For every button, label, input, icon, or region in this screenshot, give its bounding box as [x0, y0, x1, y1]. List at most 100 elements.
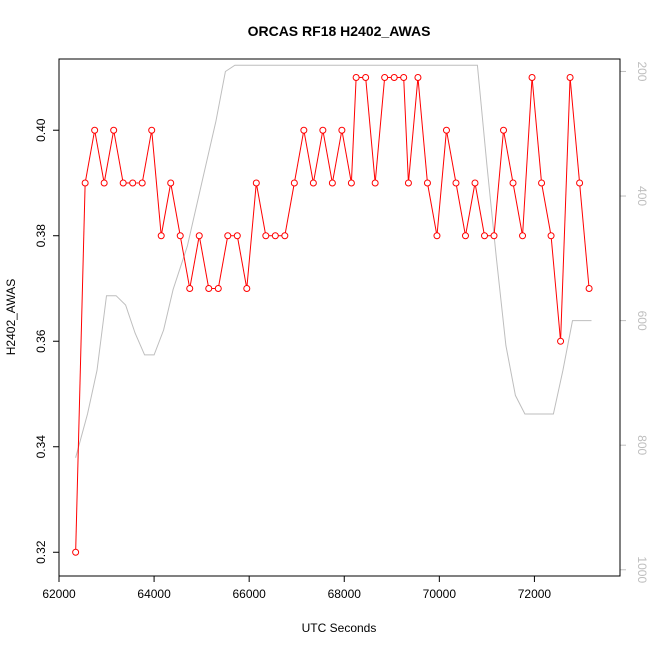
- secondary-series: [75, 64, 592, 458]
- primary-series-segment: [474, 182, 485, 236]
- primary-series-segment: [284, 182, 295, 236]
- data-point: [319, 126, 327, 134]
- data-point: [205, 284, 213, 292]
- x-tick-label: 64000: [137, 587, 171, 601]
- data-point: [352, 73, 360, 81]
- y-tick-label: 0.38: [34, 224, 48, 248]
- data-point: [471, 179, 479, 187]
- data-point: [509, 179, 517, 187]
- primary-series-segment: [75, 182, 86, 553]
- data-point: [138, 179, 146, 187]
- data-point: [148, 126, 156, 134]
- primary-series-segment: [550, 235, 562, 342]
- primary-series-segment: [84, 130, 96, 184]
- x-tick-label: 62000: [42, 587, 76, 601]
- y2-tick-label: 400: [635, 186, 649, 206]
- data-point: [309, 179, 317, 187]
- primary-series-segment: [407, 77, 419, 184]
- primary-series-segment: [374, 77, 386, 184]
- primary-series-segment: [103, 130, 115, 184]
- data-point: [490, 232, 498, 240]
- primary-series-segment: [331, 130, 343, 184]
- data-point: [414, 73, 422, 81]
- data-point: [557, 337, 565, 345]
- data-point: [576, 179, 584, 187]
- primary-series-segment: [417, 77, 428, 184]
- data-point: [362, 73, 370, 81]
- primary-series-segment: [151, 130, 162, 236]
- y-axis-label: H2402_AWAS: [4, 279, 18, 355]
- data-point: [72, 548, 80, 556]
- primary-series-segment: [341, 130, 352, 184]
- data-point: [186, 284, 194, 292]
- data-point: [433, 232, 441, 240]
- data-point: [500, 126, 508, 134]
- primary-series-segment: [436, 130, 447, 236]
- data-point: [519, 232, 527, 240]
- data-point: [547, 232, 555, 240]
- data-point: [442, 126, 450, 134]
- data-point: [481, 232, 489, 240]
- primary-series-segment: [426, 182, 438, 236]
- primary-series-segment: [560, 77, 571, 342]
- data-point: [400, 73, 408, 81]
- data-point: [381, 73, 389, 81]
- data-point: [243, 284, 251, 292]
- data-point: [252, 179, 260, 187]
- x-tick-label: 68000: [328, 587, 362, 601]
- data-point: [110, 126, 118, 134]
- data-point: [423, 179, 431, 187]
- data-point: [538, 179, 546, 187]
- chart-title: ORCAS RF18 H2402_AWAS: [248, 23, 431, 39]
- data-point: [461, 232, 469, 240]
- data-point: [91, 126, 99, 134]
- y-tick-label: 0.32: [34, 540, 48, 564]
- data-point: [224, 232, 232, 240]
- primary-series-segment: [255, 182, 267, 236]
- primary-series-segment: [312, 130, 324, 184]
- y-tick-label: 0.40: [34, 118, 48, 142]
- data-point: [328, 179, 336, 187]
- data-point: [390, 73, 398, 81]
- primary-series-segment: [236, 235, 248, 289]
- data-point: [528, 73, 536, 81]
- primary-series-segment: [293, 130, 305, 184]
- data-point: [81, 179, 89, 187]
- primary-series-segment: [217, 235, 229, 289]
- primary-series-segment: [350, 77, 357, 183]
- primary-series-segment: [113, 130, 124, 184]
- plot-frame: [58, 58, 621, 577]
- primary-series-segment: [303, 130, 314, 184]
- primary-series-segment: [455, 182, 466, 236]
- data-point: [129, 179, 137, 187]
- data-point: [300, 126, 308, 134]
- y-tick-label: 0.34: [34, 435, 48, 459]
- data-point: [176, 232, 184, 240]
- primary-series-segment: [160, 182, 172, 236]
- data-point: [167, 179, 175, 187]
- data-point: [452, 179, 460, 187]
- primary-series-segment: [179, 235, 191, 289]
- primary-series-segment: [512, 182, 524, 236]
- data-point: [585, 284, 593, 292]
- primary-series-segment: [541, 182, 552, 236]
- primary-series-segment: [189, 235, 200, 289]
- data-point: [262, 232, 270, 240]
- primary-series-segment: [503, 130, 514, 184]
- primary-series-segment: [94, 130, 105, 184]
- data-point: [566, 73, 574, 81]
- primary-series-segment: [445, 130, 457, 184]
- y-tick-label: 0.36: [34, 329, 48, 353]
- primary-series-segment: [403, 77, 409, 183]
- data-point: [281, 232, 289, 240]
- data-point: [233, 232, 241, 240]
- x-axis-label: UTC Seconds: [302, 621, 377, 635]
- data-point: [404, 179, 412, 187]
- data-point: [195, 232, 203, 240]
- secondary-series-line: [75, 64, 592, 458]
- primary-series-segment: [464, 182, 476, 236]
- data-point: [119, 179, 127, 187]
- data-point: [290, 179, 298, 187]
- x-tick-label: 70000: [423, 587, 457, 601]
